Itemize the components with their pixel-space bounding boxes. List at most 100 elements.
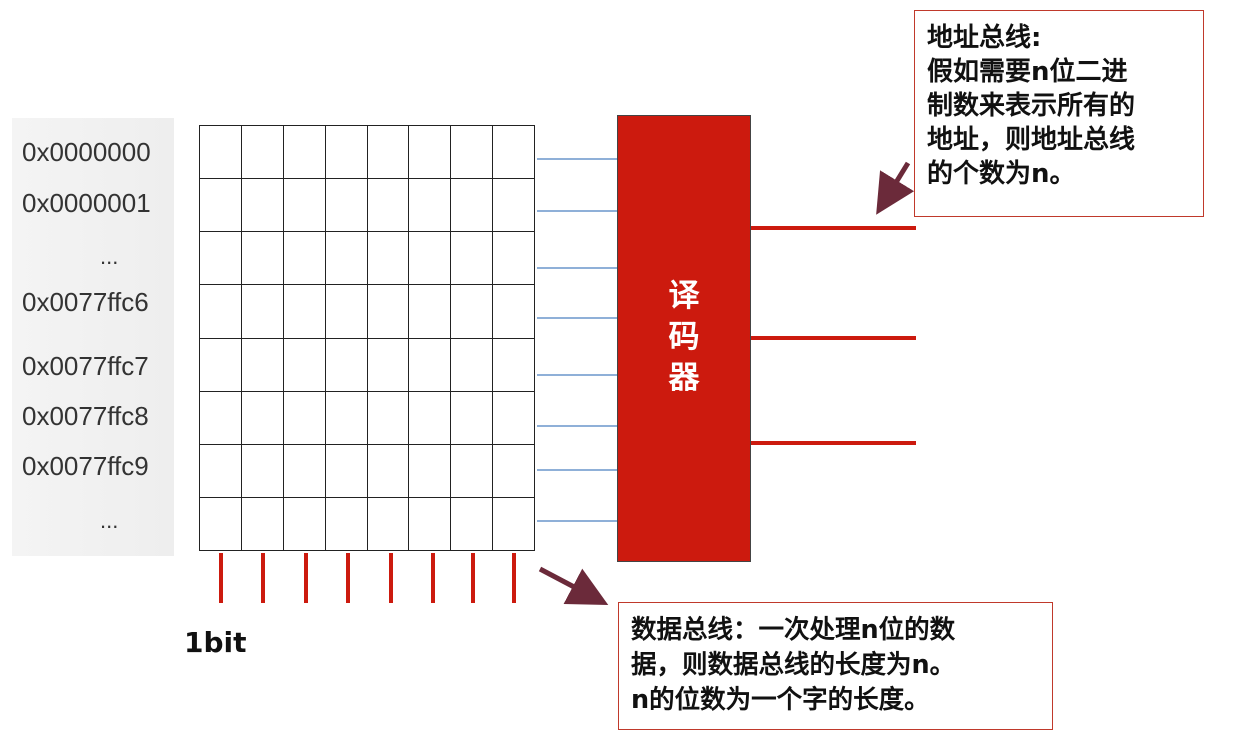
memory-cell (451, 444, 494, 498)
address-bus-line (751, 226, 916, 230)
memory-cell (493, 497, 535, 551)
memory-cell (283, 126, 326, 180)
address-list-panel (12, 118, 174, 556)
callout-line: n的位数为一个字的长度。 (631, 685, 930, 715)
memory-cell (493, 285, 535, 339)
memory-cell (200, 444, 242, 498)
memory-cell (241, 391, 284, 445)
data-bus-line (512, 553, 516, 603)
memory-cell (325, 391, 368, 445)
memory-cell (283, 444, 326, 498)
memory-cell (200, 338, 242, 392)
memory-cell (451, 285, 494, 339)
memory-cell (200, 232, 242, 286)
data-bus-line (346, 553, 350, 603)
memory-cell (283, 285, 326, 339)
address-label: 0x0000001 (22, 188, 151, 218)
address-label: 0x0077ffc7 (22, 351, 149, 381)
memory-cell (493, 444, 535, 498)
memory-cell (283, 338, 326, 392)
decoder-label-char: 器 (668, 360, 700, 396)
word-line (537, 469, 617, 471)
memory-cell (493, 391, 535, 445)
address-bus-callout: 地址总线: 假如需要n位二进 制数来表示所有的 地址，则地址总线 的个数为n。 (914, 10, 1204, 217)
memory-cell (451, 338, 494, 392)
memory-cell (283, 232, 326, 286)
memory-cell (241, 285, 284, 339)
data-bus-line (219, 553, 223, 603)
memory-cell (325, 126, 368, 180)
memory-cell (367, 497, 410, 551)
word-line (537, 425, 617, 427)
memory-cell (493, 338, 535, 392)
memory-cell (367, 232, 410, 286)
memory-cell (451, 179, 494, 233)
memory-cell (367, 391, 410, 445)
address-bus-line (751, 441, 916, 445)
memory-cell (241, 444, 284, 498)
memory-cell (200, 126, 242, 180)
word-line (537, 520, 617, 522)
memory-cell (200, 179, 242, 233)
memory-cell-grid (199, 125, 535, 551)
memory-cell (409, 444, 452, 498)
address-ellipsis: ... (100, 244, 119, 269)
word-line (537, 158, 617, 160)
word-line (537, 267, 617, 269)
data-bus-callout: 数据总线：一次处理n位的数 据，则数据总线的长度为n。 n的位数为一个字的长度。 (618, 602, 1053, 730)
memory-cell (200, 391, 242, 445)
memory-cell (325, 444, 368, 498)
bit-width-label: 1bit (184, 626, 247, 659)
address-callout-arrow (876, 161, 915, 215)
memory-cell (200, 285, 242, 339)
memory-cell (367, 126, 410, 180)
memory-cell (493, 126, 535, 180)
word-line (537, 317, 617, 319)
address-label: 0x0000000 (22, 137, 151, 167)
memory-cell (409, 338, 452, 392)
callout-line: 制数来表示所有的 (927, 91, 1136, 121)
callout-line: 假如需要n位二进 (927, 57, 1128, 87)
memory-cell (493, 232, 535, 286)
memory-cell (451, 391, 494, 445)
memory-cell (493, 179, 535, 233)
memory-cell (325, 179, 368, 233)
memory-cell (409, 126, 452, 180)
memory-cell (241, 179, 284, 233)
memory-cell (241, 497, 284, 551)
data-bus-line (304, 553, 308, 603)
decoder-label: 译 码 器 (618, 276, 750, 399)
memory-cell (325, 338, 368, 392)
memory-cell (409, 179, 452, 233)
decoder-block: 译 码 器 (617, 115, 751, 562)
word-line (537, 374, 617, 376)
memory-cell (409, 232, 452, 286)
memory-cell (451, 232, 494, 286)
memory-cell (325, 285, 368, 339)
memory-cell (283, 497, 326, 551)
callout-line: 地址，则地址总线 (927, 125, 1136, 155)
callout-line: 地址总线: (927, 23, 1042, 53)
memory-cell (451, 126, 494, 180)
address-bus-line (751, 336, 916, 340)
memory-cell (283, 391, 326, 445)
data-callout-arrow (538, 566, 609, 605)
data-bus-line (389, 553, 393, 603)
address-label: 0x0077ffc9 (22, 451, 149, 481)
memory-cell (367, 179, 410, 233)
decoder-label-char: 码 (668, 319, 700, 355)
address-ellipsis: ... (100, 508, 119, 533)
memory-cell (409, 497, 452, 551)
callout-line: 的个数为n。 (927, 159, 1076, 189)
memory-cell (325, 232, 368, 286)
address-label: 0x0077ffc6 (22, 287, 149, 317)
word-line (537, 210, 617, 212)
data-bus-line (261, 553, 265, 603)
memory-cell (367, 444, 410, 498)
memory-cell (451, 497, 494, 551)
memory-cell (367, 338, 410, 392)
memory-cell (241, 338, 284, 392)
decoder-label-char: 译 (668, 278, 700, 314)
memory-cell (367, 285, 410, 339)
